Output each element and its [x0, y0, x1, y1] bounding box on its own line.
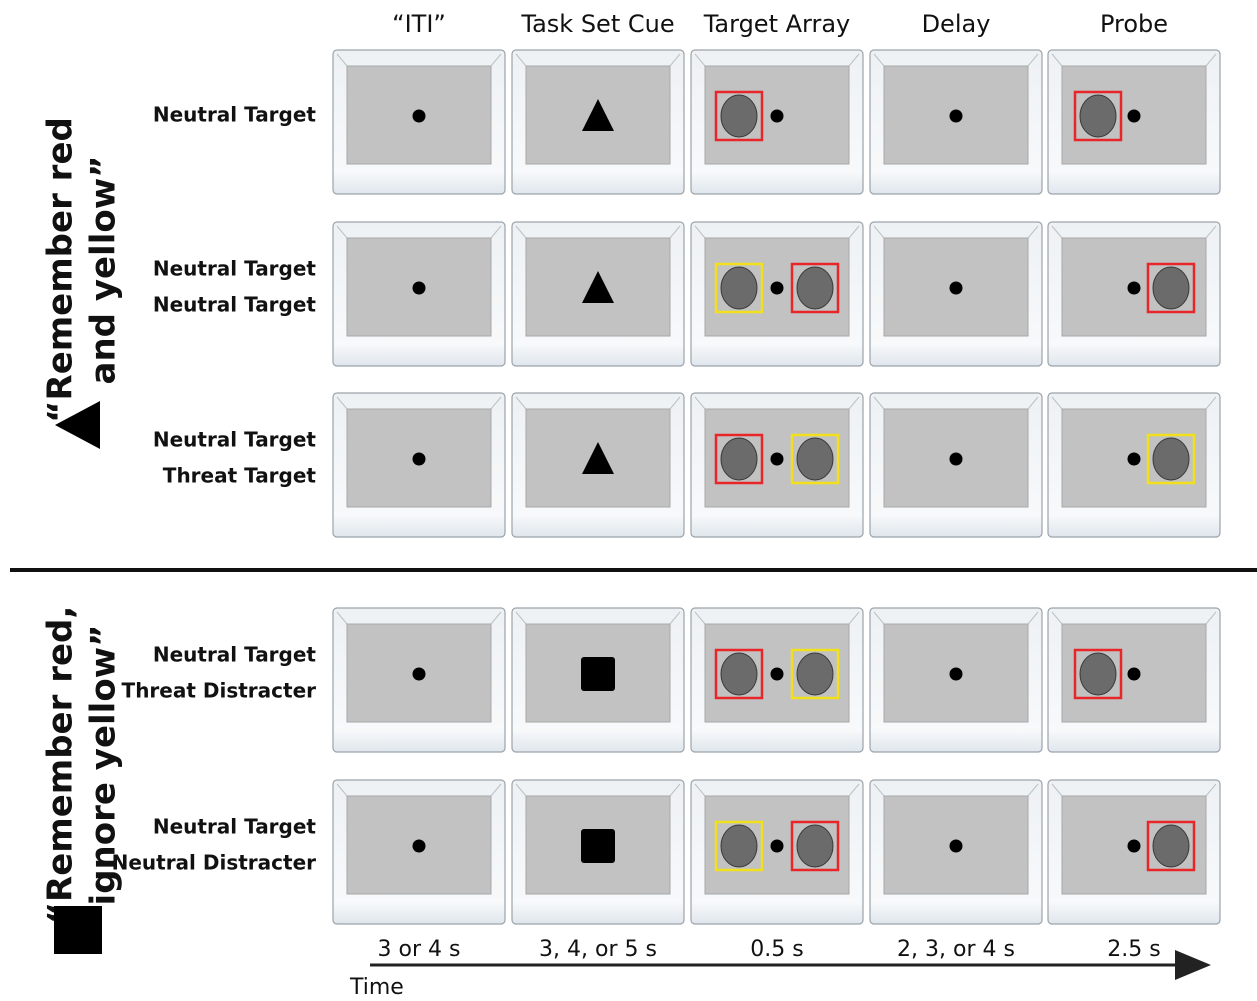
face-image [720, 94, 758, 138]
fixation-dot [949, 452, 963, 466]
fixation-dot [1127, 281, 1141, 295]
face-frame [714, 820, 764, 872]
fixation-dot [412, 452, 426, 466]
face-image [720, 266, 758, 310]
face-image [796, 824, 834, 868]
face-frame [714, 648, 764, 700]
row-label: Neutral Distracter [112, 851, 317, 875]
fixation-dot [1127, 452, 1141, 466]
cue-triangle [582, 271, 614, 303]
column-header: Task Set Cue [520, 10, 674, 38]
face [790, 820, 840, 872]
row-label: Neutral Target [153, 293, 317, 317]
cue-square [581, 829, 615, 863]
face-image [1152, 824, 1190, 868]
face-frame [1146, 820, 1196, 872]
fixation-dot [949, 667, 963, 681]
face [714, 820, 764, 872]
face [714, 90, 764, 142]
face [790, 433, 840, 485]
fixation-dot [770, 839, 784, 853]
column-header: Probe [1100, 10, 1168, 38]
column-header: “ITI” [392, 10, 446, 38]
face [714, 433, 764, 485]
face-frame [1146, 433, 1196, 485]
column-header: Delay [922, 10, 991, 38]
face-frame [1073, 648, 1123, 700]
time-label: Time [349, 975, 404, 1000]
fixation-dot [949, 281, 963, 295]
face-image [720, 652, 758, 696]
cue-triangle [582, 442, 614, 474]
face [1073, 90, 1123, 142]
face-frame [790, 262, 840, 314]
fixation-dot [1127, 667, 1141, 681]
cue-square [581, 657, 615, 691]
row-label: Neutral Target [153, 428, 317, 452]
group-cue-icon [54, 906, 102, 954]
row-label: Neutral Target [153, 815, 317, 839]
fixation-dot [770, 452, 784, 466]
fixation-dot [770, 281, 784, 295]
face-frame [714, 262, 764, 314]
face-frame [790, 648, 840, 700]
duration: 3 or 4 s [378, 937, 461, 962]
fixation-dot [1127, 109, 1141, 123]
face-frame [790, 433, 840, 485]
face-image [796, 437, 834, 481]
face [1146, 820, 1196, 872]
face [1146, 262, 1196, 314]
fixation-dot [412, 109, 426, 123]
fixation-dot [770, 109, 784, 123]
group-cue-icon [55, 401, 100, 449]
face-image [1152, 437, 1190, 481]
row-label: Neutral Target [153, 257, 317, 281]
face-image [796, 652, 834, 696]
group-label: and yellow” [84, 156, 124, 385]
face-frame [714, 433, 764, 485]
duration: 2, 3, or 4 s [897, 937, 1015, 962]
face-image [720, 824, 758, 868]
duration: 2.5 s [1107, 937, 1160, 962]
row-label: Threat Distracter [122, 679, 317, 703]
fixation-dot [949, 109, 963, 123]
fixation-dot [412, 839, 426, 853]
face [790, 648, 840, 700]
row-label: Neutral Target [153, 103, 317, 127]
fixation-dot [1127, 839, 1141, 853]
cue-triangle [582, 99, 614, 131]
duration: 0.5 s [750, 937, 803, 962]
face-frame [1073, 90, 1123, 142]
face-frame [1146, 262, 1196, 314]
face [1146, 433, 1196, 485]
fixation-dot [770, 667, 784, 681]
face-image [1079, 94, 1117, 138]
fixation-dot [412, 667, 426, 681]
face [714, 648, 764, 700]
face-image [720, 437, 758, 481]
face [714, 262, 764, 314]
face [790, 262, 840, 314]
row-label: Neutral Target [153, 643, 317, 667]
duration: 3, 4, or 5 s [539, 937, 657, 962]
face-frame [714, 90, 764, 142]
group-label: “Remember red [41, 117, 81, 423]
face [1073, 648, 1123, 700]
group-label: “Remember red, [41, 606, 81, 925]
face-image [1079, 652, 1117, 696]
fixation-dot [412, 281, 426, 295]
face-image [1152, 266, 1190, 310]
face-image [796, 266, 834, 310]
face-frame [790, 820, 840, 872]
row-label: Threat Target [163, 464, 317, 488]
column-header: Target Array [703, 10, 851, 38]
group-label: ignore yellow” [84, 625, 124, 906]
fixation-dot [949, 839, 963, 853]
